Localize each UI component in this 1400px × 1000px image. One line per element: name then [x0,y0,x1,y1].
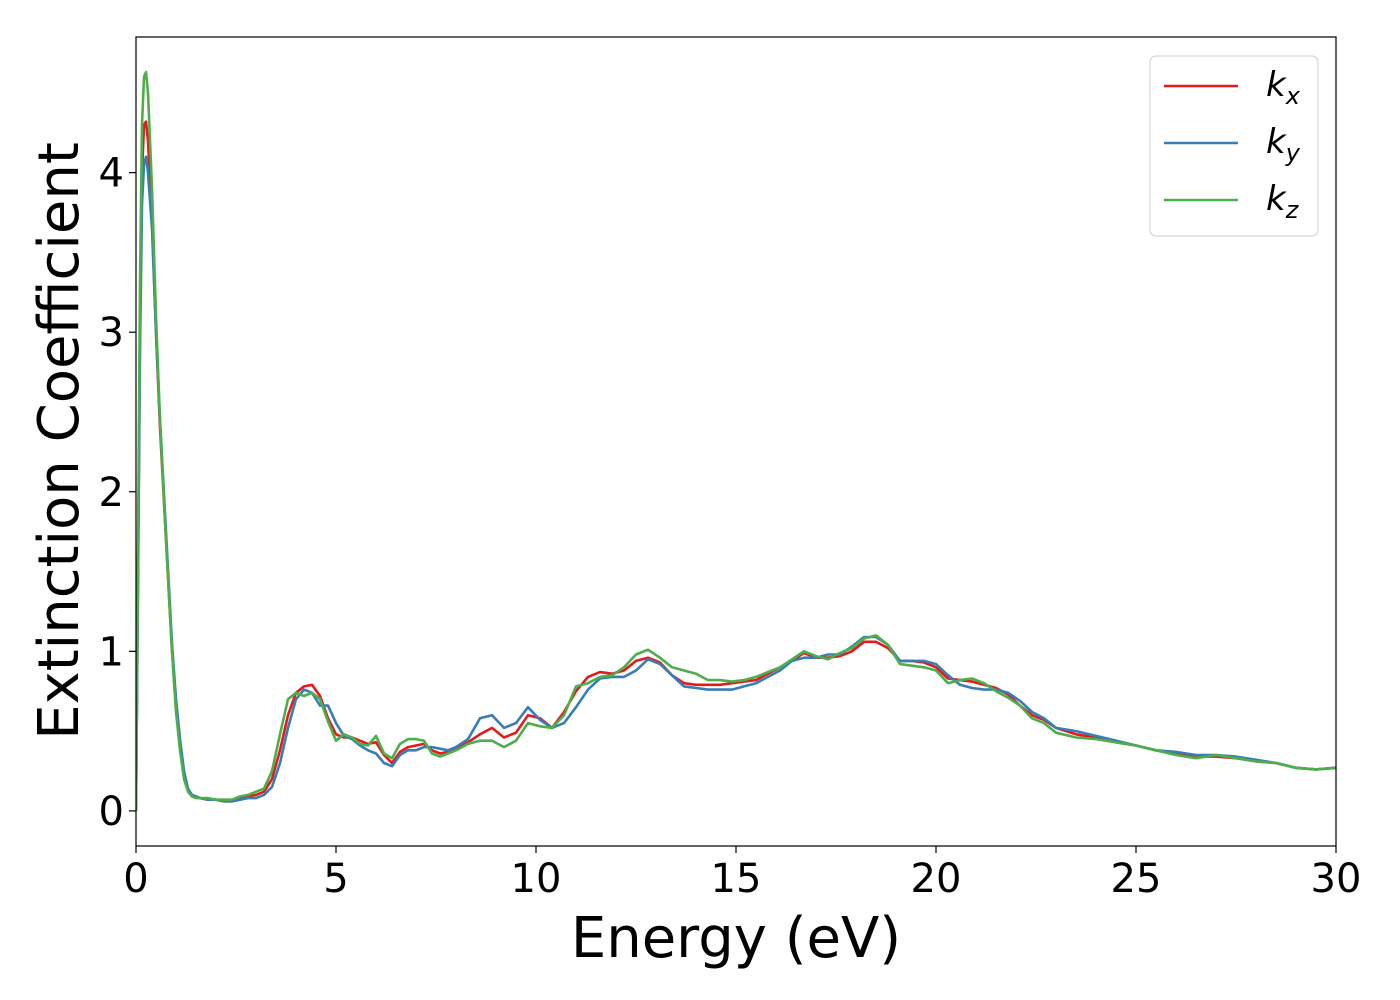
y-tick-label: 3 [99,310,124,356]
series-line-kz [136,70,1336,811]
x-tick-label: 15 [711,856,762,902]
legend-box [1149,55,1319,237]
y-axis: 0 1 2 3 4 [99,151,136,835]
x-tick-label: 30 [1311,856,1362,902]
y-tick-label: 2 [99,470,124,516]
legend-label-ky: ky [1266,122,1301,167]
y-tick-label: 0 [99,789,124,835]
legend: kx ky kz [1149,55,1319,237]
x-tick-label: 25 [1111,856,1162,902]
x-tick-label: 20 [911,856,962,902]
y-axis-label: Extinction Coefficient [27,142,92,740]
x-axis: 0 5 10 15 20 25 30 [123,846,1361,902]
series-layer [136,70,1336,811]
y-tick-label: 1 [99,629,124,675]
legend-label-kz: kz [1266,179,1300,224]
x-axis-label: Energy (eV) [571,906,901,971]
y-tick-label: 4 [99,151,124,197]
legend-items: kx ky kz [1164,65,1301,224]
x-tick-label: 10 [511,856,562,902]
x-tick-label: 0 [123,856,148,902]
x-tick-label: 5 [323,856,348,902]
series-line-ky [136,155,1336,811]
legend-label-kx: kx [1266,65,1301,110]
